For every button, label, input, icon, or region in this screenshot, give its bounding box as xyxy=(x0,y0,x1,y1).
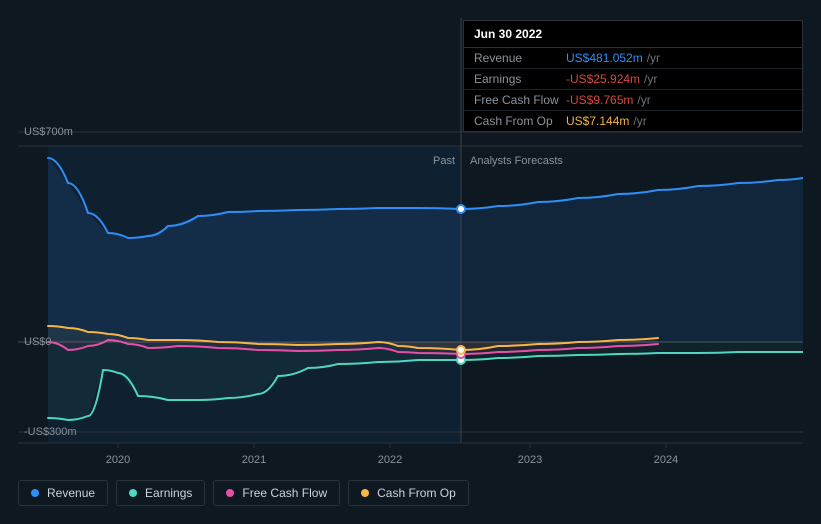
tooltip: Jun 30 2022 RevenueUS$481.052m/yrEarning… xyxy=(463,20,803,132)
legend-label: Free Cash Flow xyxy=(242,486,327,500)
legend-dot-icon xyxy=(31,489,39,497)
legend-label: Earnings xyxy=(145,486,192,500)
tooltip-row-value: -US$9.765m xyxy=(566,93,633,107)
tooltip-title: Jun 30 2022 xyxy=(464,21,802,48)
past-label: Past xyxy=(433,155,455,167)
tooltip-row: Earnings-US$25.924m/yr xyxy=(464,69,802,90)
x-axis-label: 2020 xyxy=(106,454,130,466)
legend-item-cash-from-op[interactable]: Cash From Op xyxy=(348,480,469,506)
legend-dot-icon xyxy=(226,489,234,497)
y-axis-label: US$700m xyxy=(24,126,73,138)
tooltip-row-unit: /yr xyxy=(647,51,660,65)
tooltip-row-unit: /yr xyxy=(637,93,650,107)
x-axis-label: 2023 xyxy=(518,454,542,466)
legend-dot-icon xyxy=(361,489,369,497)
legend-label: Cash From Op xyxy=(377,486,456,500)
tooltip-row: Free Cash Flow-US$9.765m/yr xyxy=(464,90,802,111)
x-axis-label: 2022 xyxy=(378,454,402,466)
tooltip-row-value: US$481.052m xyxy=(566,51,643,65)
tooltip-row-label: Free Cash Flow xyxy=(474,93,566,107)
legend-item-revenue[interactable]: Revenue xyxy=(18,480,108,506)
legend-item-earnings[interactable]: Earnings xyxy=(116,480,205,506)
legend-item-free-cash-flow[interactable]: Free Cash Flow xyxy=(213,480,340,506)
chart-container: Past Analysts Forecasts US$700m US$0 -US$3… xyxy=(18,18,803,506)
tooltip-row-label: Cash From Op xyxy=(474,114,566,128)
legend: Revenue Earnings Free Cash Flow Cash From O… xyxy=(18,480,469,506)
x-axis-label: 2021 xyxy=(242,454,266,466)
tooltip-row: RevenueUS$481.052m/yr xyxy=(464,48,802,69)
tooltip-row: Cash From OpUS$7.144m/yr xyxy=(464,111,802,131)
tooltip-row-value: US$7.144m xyxy=(566,114,629,128)
legend-dot-icon xyxy=(129,489,137,497)
tooltip-row-label: Revenue xyxy=(474,51,566,65)
y-axis-label: US$0 xyxy=(24,336,52,348)
legend-label: Revenue xyxy=(47,486,95,500)
tooltip-row-unit: /yr xyxy=(644,72,657,86)
tooltip-row-unit: /yr xyxy=(633,114,646,128)
y-axis-label: -US$300m xyxy=(24,426,77,438)
forecast-label: Analysts Forecasts xyxy=(470,155,563,167)
tooltip-row-label: Earnings xyxy=(474,72,566,86)
tooltip-row-value: -US$25.924m xyxy=(566,72,640,86)
x-axis-label: 2024 xyxy=(654,454,678,466)
